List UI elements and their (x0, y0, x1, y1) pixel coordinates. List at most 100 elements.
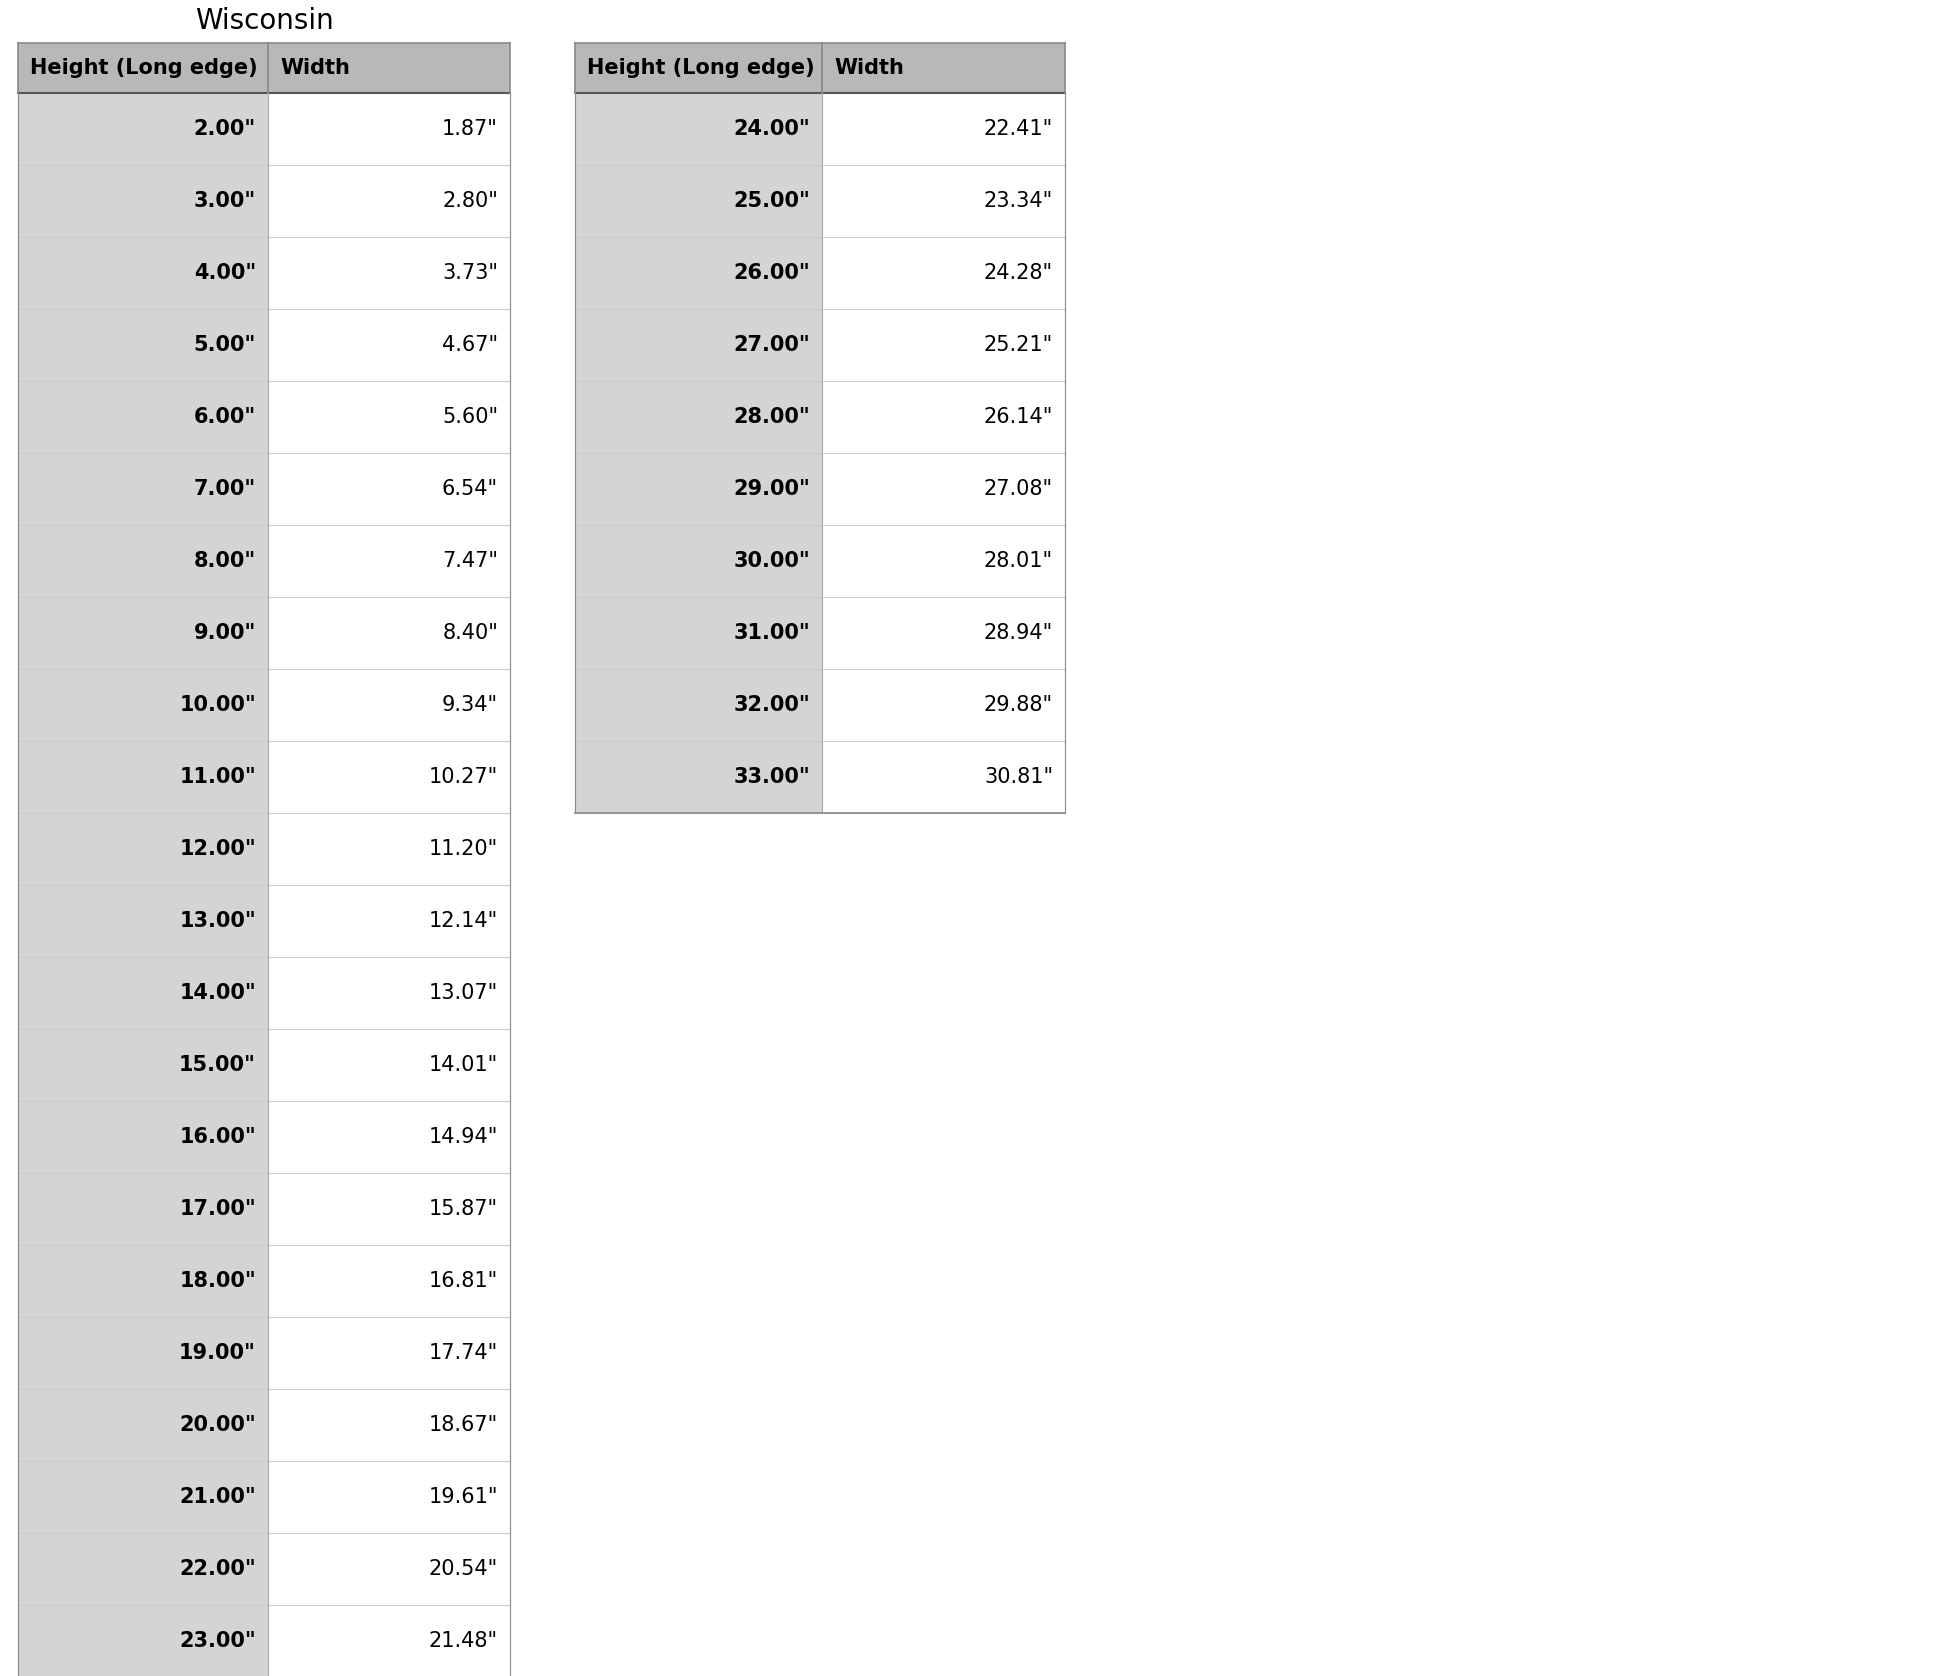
Text: 24.28": 24.28" (985, 263, 1053, 283)
Bar (821, 308, 1064, 380)
Bar (18, 308, 269, 380)
Text: 18.00": 18.00" (179, 1270, 257, 1291)
Text: 8.40": 8.40" (442, 623, 498, 644)
Bar (821, 164, 1064, 236)
Text: 22.00": 22.00" (179, 1559, 257, 1579)
Text: Width: Width (835, 59, 903, 79)
Bar (269, 1606, 510, 1676)
Bar (821, 597, 1064, 669)
Text: 10.00": 10.00" (179, 696, 257, 716)
Text: 26.14": 26.14" (983, 407, 1053, 427)
Bar (18, 669, 269, 741)
Bar (574, 453, 821, 525)
Bar (269, 1534, 510, 1606)
Text: Wisconsin: Wisconsin (195, 7, 333, 35)
Bar (269, 1029, 510, 1101)
Bar (574, 92, 821, 164)
Bar (18, 453, 269, 525)
Bar (18, 1461, 269, 1534)
Bar (18, 885, 269, 957)
Bar (574, 597, 821, 669)
Text: 27.08": 27.08" (985, 479, 1053, 499)
Text: 7.00": 7.00" (195, 479, 257, 499)
Text: 12.00": 12.00" (179, 840, 257, 860)
Text: 6.00": 6.00" (195, 407, 257, 427)
Bar (269, 1173, 510, 1245)
Bar (821, 453, 1064, 525)
Text: 22.41": 22.41" (985, 119, 1053, 139)
Text: 13.00": 13.00" (179, 912, 257, 930)
Text: 14.94": 14.94" (428, 1126, 498, 1146)
Bar (269, 453, 510, 525)
Bar (821, 236, 1064, 308)
Text: 2.00": 2.00" (195, 119, 257, 139)
Bar (269, 308, 510, 380)
Text: 27.00": 27.00" (734, 335, 810, 355)
Text: 2.80": 2.80" (442, 191, 498, 211)
Text: 12.14": 12.14" (428, 912, 498, 930)
Text: 1.87": 1.87" (442, 119, 498, 139)
Bar (574, 44, 1064, 92)
Text: Width: Width (280, 59, 350, 79)
Bar (269, 597, 510, 669)
Bar (269, 1389, 510, 1461)
Bar (821, 741, 1064, 813)
Text: 4.00": 4.00" (195, 263, 257, 283)
Bar (574, 741, 821, 813)
Text: 6.54": 6.54" (442, 479, 498, 499)
Text: 30.00": 30.00" (734, 551, 810, 572)
Bar (269, 164, 510, 236)
Text: 4.67": 4.67" (442, 335, 498, 355)
Text: 7.47": 7.47" (442, 551, 498, 572)
Bar (18, 164, 269, 236)
Bar (821, 92, 1064, 164)
Bar (269, 1245, 510, 1317)
Text: 14.00": 14.00" (179, 984, 257, 1002)
Bar (269, 1461, 510, 1534)
Text: 28.94": 28.94" (985, 623, 1053, 644)
Text: 25.21": 25.21" (985, 335, 1053, 355)
Text: 11.20": 11.20" (428, 840, 498, 860)
Text: 18.67": 18.67" (428, 1415, 498, 1435)
Bar (18, 741, 269, 813)
Bar (574, 669, 821, 741)
Bar (18, 525, 269, 597)
Text: 32.00": 32.00" (734, 696, 810, 716)
Text: 29.88": 29.88" (985, 696, 1053, 716)
Text: 29.00": 29.00" (734, 479, 810, 499)
Bar (269, 1317, 510, 1389)
Text: 21.48": 21.48" (428, 1631, 498, 1651)
Bar (18, 380, 269, 453)
Text: 8.00": 8.00" (195, 551, 257, 572)
Bar (821, 669, 1064, 741)
Bar (18, 1245, 269, 1317)
Text: 30.81": 30.81" (985, 768, 1053, 788)
Text: 26.00": 26.00" (734, 263, 810, 283)
Text: 23.00": 23.00" (179, 1631, 257, 1651)
Bar (269, 885, 510, 957)
Text: 5.60": 5.60" (442, 407, 498, 427)
Text: 3.00": 3.00" (195, 191, 257, 211)
Bar (821, 380, 1064, 453)
Bar (18, 1317, 269, 1389)
Text: 16.00": 16.00" (179, 1126, 257, 1146)
Bar (269, 741, 510, 813)
Text: 23.34": 23.34" (985, 191, 1053, 211)
Text: Height (Long edge): Height (Long edge) (29, 59, 257, 79)
Text: 11.00": 11.00" (179, 768, 257, 788)
Bar (18, 813, 269, 885)
Text: 19.00": 19.00" (179, 1342, 257, 1363)
Bar (18, 1101, 269, 1173)
Text: 10.27": 10.27" (428, 768, 498, 788)
Bar (18, 1389, 269, 1461)
Text: 28.00": 28.00" (734, 407, 810, 427)
Bar (574, 525, 821, 597)
Text: 15.87": 15.87" (428, 1198, 498, 1218)
Bar (18, 92, 269, 164)
Text: 33.00": 33.00" (734, 768, 810, 788)
Bar (269, 957, 510, 1029)
Bar (18, 597, 269, 669)
Text: 13.07": 13.07" (428, 984, 498, 1002)
Bar (18, 1606, 269, 1676)
Bar (821, 525, 1064, 597)
